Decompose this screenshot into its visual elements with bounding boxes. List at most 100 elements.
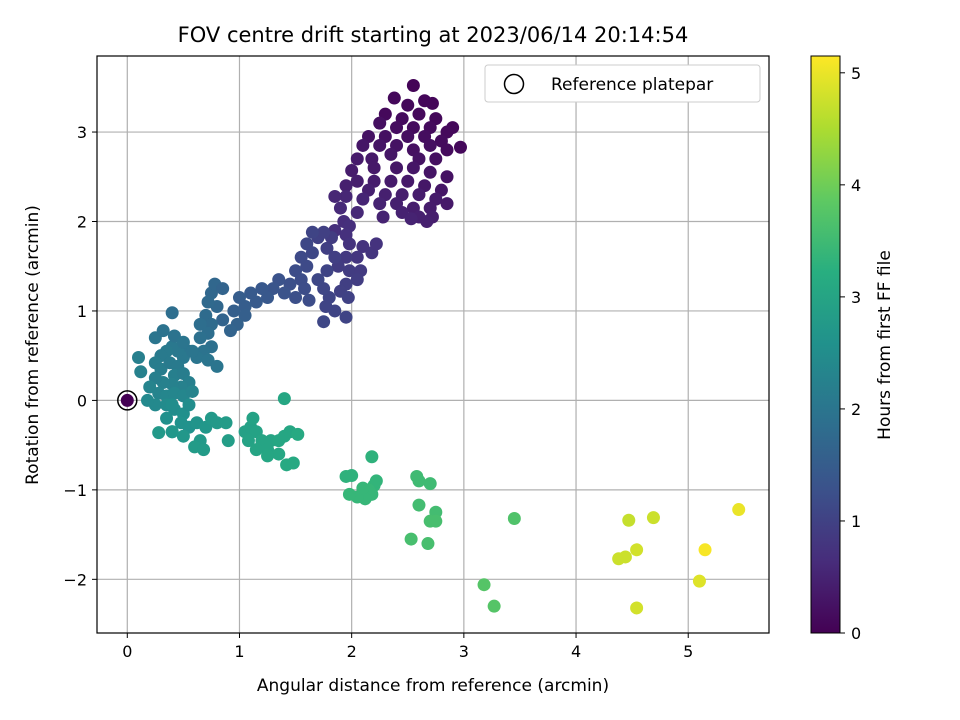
data-point: [412, 188, 426, 202]
data-point: [345, 469, 359, 483]
x-axis: 0 1 2 3 4 5: [122, 633, 693, 661]
data-point: [646, 511, 660, 525]
data-point: [156, 324, 170, 338]
data-point: [412, 474, 426, 488]
y-tick-label: 3: [77, 123, 87, 142]
data-point: [193, 317, 207, 331]
data-point: [507, 511, 521, 525]
data-point: [732, 503, 746, 517]
data-point: [423, 477, 437, 491]
data-point: [339, 310, 353, 324]
data-point: [477, 578, 491, 592]
data-point: [224, 324, 238, 338]
data-point: [692, 574, 706, 588]
reference-point: [120, 393, 134, 407]
data-point: [387, 91, 401, 105]
plot-frame: [96, 55, 770, 634]
data-point: [373, 116, 387, 130]
x-tick-label: 4: [571, 642, 581, 661]
data-point: [317, 315, 331, 329]
data-point: [423, 138, 437, 152]
legend-label: Reference platepar: [551, 75, 713, 95]
data-point: [277, 286, 291, 300]
data-point: [373, 197, 387, 211]
data-point: [429, 514, 443, 528]
legend-box: [484, 64, 761, 103]
data-point: [369, 474, 383, 488]
y-tick-label: 1: [77, 302, 87, 321]
data-point: [305, 246, 319, 260]
data-point: [160, 411, 174, 425]
data-point: [328, 250, 342, 264]
data-point: [425, 96, 439, 110]
data-point: [622, 513, 636, 527]
data-point: [406, 161, 420, 175]
data-point: [630, 543, 644, 557]
data-point: [246, 411, 260, 425]
reference-marker: [117, 390, 138, 411]
y-tick-label: −1: [63, 481, 87, 500]
data-point: [241, 434, 255, 448]
reference-ring: [117, 390, 138, 411]
data-point: [221, 434, 235, 448]
data-point: [423, 165, 437, 179]
legend: Reference platepar: [484, 64, 761, 103]
data-point: [298, 282, 312, 296]
data-point: [185, 344, 199, 358]
data-point: [440, 197, 454, 211]
data-point: [328, 189, 342, 203]
data-point: [487, 599, 501, 613]
grid: [97, 56, 769, 633]
data-point: [342, 487, 356, 501]
data-point: [339, 250, 353, 264]
data-point: [420, 214, 434, 228]
colorbar: 0 1 2 3 4 5 Hours from first FF file: [810, 55, 895, 643]
data-point: [182, 398, 196, 412]
data-point: [356, 192, 370, 206]
data-point: [384, 174, 398, 188]
data-point: [401, 174, 415, 188]
data-point: [350, 174, 364, 188]
data-point: [165, 398, 179, 412]
data-point: [152, 426, 166, 440]
data-point: [401, 98, 415, 112]
data-point: [429, 152, 443, 166]
data-point: [698, 543, 712, 557]
data-point: [216, 313, 230, 327]
data-point: [356, 481, 370, 495]
data-point: [367, 161, 381, 175]
data-point: [132, 350, 146, 364]
data-point: [339, 189, 353, 203]
data-point: [384, 147, 398, 161]
data-point: [249, 443, 263, 457]
data-point: [339, 179, 353, 193]
data-point: [134, 365, 148, 379]
data-point: [232, 291, 246, 305]
colorbar-tick-label: 5: [851, 64, 861, 83]
data-point: [238, 308, 252, 322]
data-point: [140, 393, 154, 407]
data-point: [176, 429, 190, 443]
data-point: [406, 79, 420, 93]
data-point: [365, 450, 379, 464]
data-point: [272, 447, 286, 461]
data-point: [210, 359, 224, 373]
data-point: [356, 138, 370, 152]
data-point: [373, 138, 387, 152]
data-point: [317, 225, 331, 239]
data-point: [342, 237, 356, 251]
colorbar-tick-label: 2: [851, 400, 861, 419]
data-point: [390, 161, 404, 175]
data-point: [390, 121, 404, 135]
y-tick-label: 0: [77, 391, 87, 410]
data-point: [630, 601, 644, 615]
data-point: [289, 291, 303, 305]
data-point: [286, 456, 300, 470]
y-axis-label: Rotation from reference (arcmin): [23, 205, 43, 485]
data-point: [261, 449, 275, 463]
x-tick-label: 2: [347, 642, 357, 661]
data-point: [185, 384, 199, 398]
colorbar-tick-label: 3: [851, 288, 861, 307]
data-point: [350, 273, 364, 287]
data-point: [216, 282, 230, 296]
